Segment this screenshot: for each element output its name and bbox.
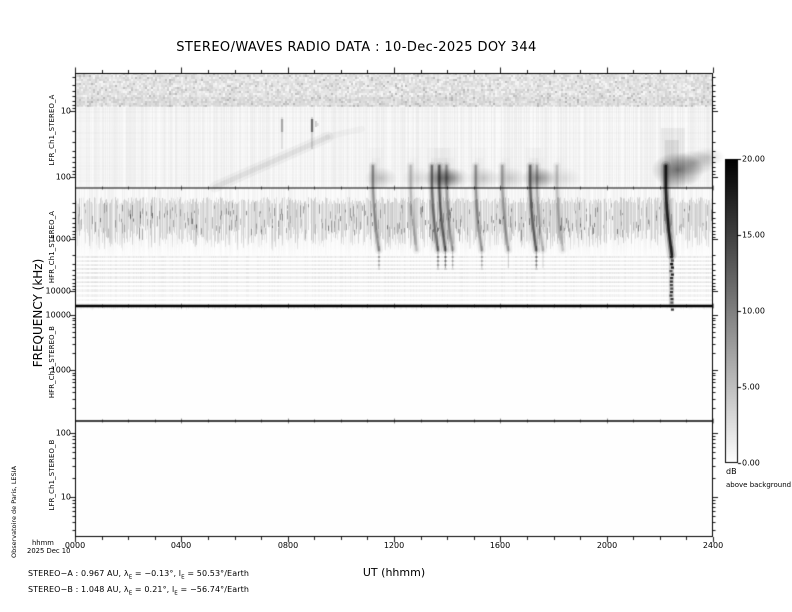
x-tick-label: 2000 bbox=[596, 541, 618, 550]
footer-stereo-b: STEREO−B : 1.048 AU, λE = 0.21°, lE = −5… bbox=[28, 585, 250, 597]
y-tick-label: 10 bbox=[60, 492, 71, 502]
y-tick-label: 1000 bbox=[50, 234, 71, 244]
panel-label-hfr-stereo-a: HFR_Ch1_STEREO_A bbox=[48, 210, 56, 284]
panel-label-lfr-stereo-b: LFR_Ch1_STEREO_B bbox=[48, 439, 56, 511]
date-note: 2025 Dec 10 bbox=[27, 547, 71, 555]
x-tick-label: 0800 bbox=[277, 541, 299, 550]
x-tick-label: 2400 bbox=[702, 541, 724, 550]
colorbar-tick-label: 0.00 bbox=[742, 458, 760, 468]
y-tick-label: 10000 bbox=[45, 286, 71, 296]
x-tick-label: 0000 bbox=[64, 541, 86, 550]
colorbar-tick-label: 15.00 bbox=[742, 230, 765, 240]
footer-stereo-a: STEREO−A : 0.967 AU, λE = −0.13°, lE = 5… bbox=[28, 569, 250, 581]
y-tick-label: 100 bbox=[55, 428, 71, 438]
colorbar-tick-label: 5.00 bbox=[742, 382, 760, 392]
panel-label-hfr-stereo-b: HFR_Ch1_STEREO_B bbox=[48, 325, 56, 399]
y-tick-label: 1000 bbox=[50, 365, 71, 375]
observatory-credit: Observatoire de Paris, LESIA bbox=[10, 465, 18, 559]
panel-label-lfr-stereo-a: LFR_Ch1_STEREO_A bbox=[48, 94, 56, 166]
colorbar-unit-label: dB bbox=[726, 467, 737, 476]
y-tick-label: 10 bbox=[60, 106, 71, 116]
x-tick-label: 1600 bbox=[489, 541, 511, 550]
y-tick-label: 10000 bbox=[45, 310, 71, 320]
page-title: STEREO/WAVES RADIO DATA : 10-Dec-2025 DO… bbox=[176, 40, 537, 55]
time-format-note: hhmm bbox=[32, 539, 54, 547]
colorbar-caption: above background bbox=[726, 481, 792, 489]
colorbar-tick-label: 20.00 bbox=[742, 154, 765, 164]
x-tick-label: 1200 bbox=[383, 541, 405, 550]
y-axis-title: FREQUENCY (kHz) bbox=[31, 258, 45, 368]
x-tick-label: 0400 bbox=[170, 541, 192, 550]
x-axis-title: UT (hhmm) bbox=[362, 566, 426, 579]
colorbar-tick-label: 10.00 bbox=[742, 306, 765, 316]
y-tick-label: 100 bbox=[55, 172, 71, 182]
